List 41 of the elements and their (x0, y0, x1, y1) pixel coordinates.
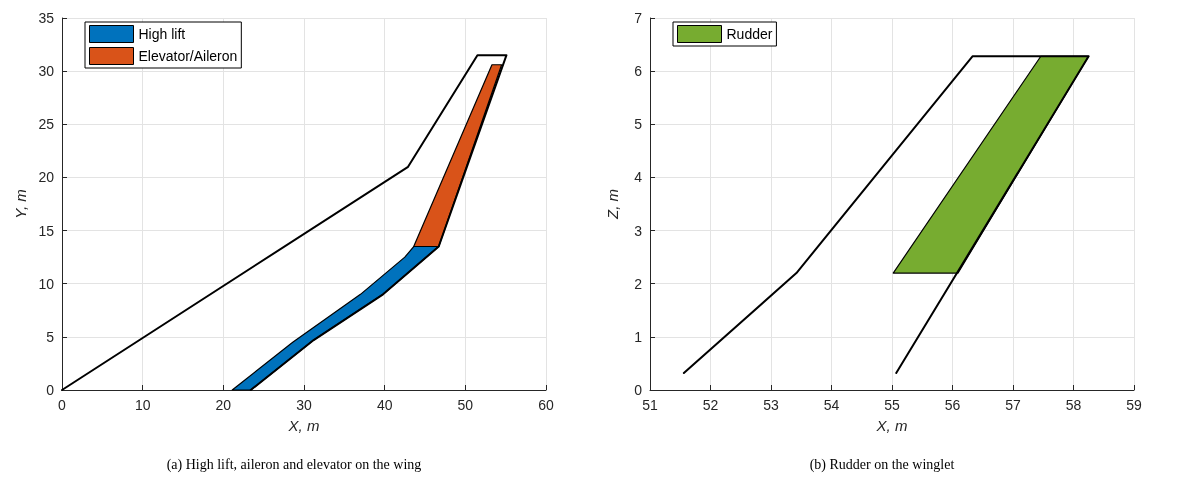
x-tick-label: 59 (1126, 397, 1142, 413)
x-tick-label: 20 (215, 397, 232, 413)
y-tick-label: 1 (634, 328, 643, 345)
x-tick-label: 57 (1005, 397, 1021, 413)
y-axis-title: Y, m (11, 189, 29, 219)
legend-label: High lift (138, 26, 186, 42)
x-axis-title: X, m (287, 417, 320, 434)
legend-label: Elevator/Aileron (138, 48, 238, 64)
y-tick-label: 0 (634, 382, 643, 398)
x-tick-label: 54 (823, 397, 840, 413)
x-tick-label: 60 (538, 397, 554, 413)
x-tick-label: 56 (944, 397, 961, 413)
y-tick-label: 20 (38, 169, 55, 186)
x-tick-label: 58 (1065, 397, 1082, 413)
x-tick-label: 0 (58, 397, 67, 413)
y-tick-label: 5 (634, 116, 643, 133)
y-tick-label: 0 (46, 382, 55, 398)
y-tick-label: 7 (634, 10, 643, 26)
y-tick-label: 3 (634, 222, 643, 239)
y-tick-label: 35 (38, 10, 55, 26)
y-tick-label: 5 (46, 328, 55, 345)
y-tick-label: 10 (38, 275, 55, 292)
y-tick-label: 30 (38, 63, 55, 80)
x-axis-title: X, m (875, 417, 908, 434)
text: (b) Rudder on the winglet (809, 456, 955, 473)
y-tick-label: 6 (634, 63, 643, 80)
x-tick-label: 10 (134, 397, 151, 413)
y-tick-label: 2 (634, 275, 643, 292)
y-tick-label: 25 (38, 116, 55, 133)
x-tick-label: 51 (642, 397, 658, 413)
y-tick-label: 15 (38, 222, 55, 239)
x-tick-label: 55 (884, 397, 900, 413)
y-axis-title: Z, m (604, 189, 621, 220)
text: (a) High lift, aileron and elevator on the wing (166, 456, 422, 473)
x-tick-label: 52 (702, 397, 719, 413)
x-tick-label: 53 (763, 397, 779, 413)
y-tick-label: 4 (634, 169, 643, 186)
x-tick-label: 40 (376, 397, 393, 413)
legend-label: Rudder (726, 26, 773, 42)
x-tick-label: 30 (296, 397, 312, 413)
x-tick-label: 50 (457, 397, 474, 413)
